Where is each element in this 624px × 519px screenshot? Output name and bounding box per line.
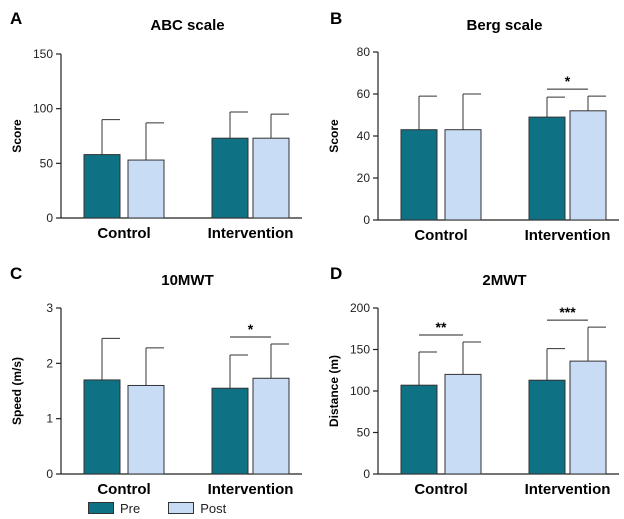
panel-d-bar-post-control [445, 374, 481, 474]
panel-b-bar-post-control [445, 130, 481, 220]
panel-b-bar-pre-control [401, 130, 437, 220]
panel-c-significance-label: * [248, 321, 254, 337]
panel-d-bar-pre-control [401, 385, 437, 474]
panel-b-category-label: Control [414, 227, 467, 244]
panel-d-significance-label: ** [436, 319, 447, 335]
panel-c-letter: C [10, 264, 22, 283]
panel-b-bar-pre-intervention [529, 117, 565, 220]
panel-c-title: 10MWT [161, 272, 214, 289]
panel-d-y-tick-label: 200 [350, 301, 370, 315]
panel-a-y-tick-label: 0 [46, 211, 53, 225]
panel-a-bar-pre-intervention [212, 138, 248, 218]
panel-b-title: Berg scale [467, 17, 543, 34]
panel-b-letter: B [330, 9, 342, 28]
panel-d-letter: D [330, 264, 342, 283]
panel-d-category-label: Intervention [525, 481, 611, 498]
panel-d-y-tick-label: 50 [357, 426, 371, 440]
panel-d-category-label: Control [414, 481, 467, 498]
panel-c-y-tick-label: 1 [46, 412, 53, 426]
legend-swatch-post [168, 502, 194, 514]
panel-d-title: 2MWT [482, 272, 526, 289]
panel-c-bar-pre-control [84, 380, 120, 474]
panel-b-y-axis-label: Score [327, 119, 341, 153]
panel-b-y-tick-label: 60 [357, 87, 371, 101]
panel-d-y-tick-label: 100 [350, 384, 370, 398]
panel-b-y-tick-label: 40 [357, 129, 371, 143]
panel-d-bar-pre-intervention [529, 380, 565, 474]
legend-swatch-pre [88, 502, 114, 514]
panel-d-y-tick-label: 0 [363, 467, 370, 481]
panel-b-y-tick-label: 80 [357, 45, 371, 59]
panel-d-y-axis-label: Distance (m) [327, 355, 341, 427]
panel-a-y-tick-label: 150 [33, 47, 53, 61]
legend-item-post: Post [168, 501, 226, 516]
legend-label-pre: Pre [120, 501, 140, 516]
panel-c-category-label: Intervention [208, 481, 294, 498]
legend-item-pre: Pre [88, 501, 140, 516]
panel-a-y-axis-label: Score [10, 119, 24, 153]
panel-c-y-tick-label: 2 [46, 356, 53, 370]
panel-c-y-tick-label: 3 [46, 301, 53, 315]
panel-a-category-label: Intervention [208, 225, 294, 242]
panel-c-y-axis-label: Speed (m/s) [10, 357, 24, 425]
panel-d-significance-label: *** [559, 304, 576, 320]
panel-c-bar-pre-intervention [212, 388, 248, 474]
panel-a-y-tick-label: 50 [40, 156, 54, 170]
panel-c-y-tick-label: 0 [46, 467, 53, 481]
panel-d-bar-post-intervention [570, 361, 606, 474]
panel-a-category-label: Control [97, 225, 150, 242]
panel-a-bar-post-control [128, 160, 164, 218]
panel-a-bar-pre-control [84, 155, 120, 218]
panel-c-category-label: Control [97, 481, 150, 498]
panel-b-y-tick-label: 0 [363, 213, 370, 227]
panel-c-bar-post-intervention [253, 378, 289, 474]
panel-c-bar-post-control [128, 385, 164, 474]
panel-b-category-label: Intervention [525, 227, 611, 244]
panel-d-y-tick-label: 150 [350, 343, 370, 357]
panel-b-significance-label: * [565, 73, 571, 89]
panel-a-letter: A [10, 9, 22, 28]
legend-label-post: Post [200, 501, 226, 516]
panel-b-bar-post-intervention [570, 111, 606, 220]
panel-b-y-tick-label: 20 [357, 171, 371, 185]
panel-a-bar-post-intervention [253, 138, 289, 218]
panel-a-y-tick-label: 100 [33, 102, 53, 116]
panel-a-title: ABC scale [150, 17, 224, 34]
legend: Pre Post [88, 500, 254, 516]
